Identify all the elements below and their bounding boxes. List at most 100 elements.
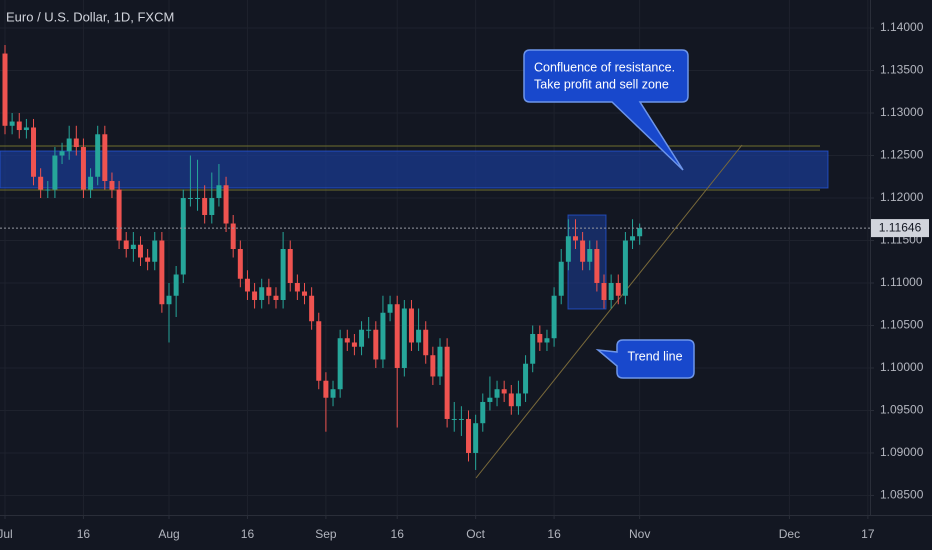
candle-body [337,338,343,390]
candle-body [123,240,129,250]
callout-text: Confluence of resistance. [534,60,675,74]
y-tick-label: 1.09500 [880,403,924,417]
candle-body [437,346,443,377]
y-tick-label: 1.11000 [880,275,923,289]
candle-body [630,236,636,241]
chart-title: Euro / U.S. Dollar, 1D, FXCM [6,9,174,24]
candle-body [423,329,429,356]
candle-body [237,249,243,279]
candle-body [558,261,564,296]
candle-body [145,257,151,262]
candle-body [52,155,58,190]
candle-body [565,236,571,262]
candle-body [2,53,8,126]
candle-body [302,291,307,296]
candle-body [244,278,250,292]
candle-body [580,240,586,262]
x-tick-label: 16 [547,527,561,541]
candle-body [9,121,15,126]
candle-body [444,346,450,419]
candle-body [130,244,136,250]
candle-body [351,342,357,347]
candle-body [202,198,208,216]
candle-body [501,389,507,394]
y-tick-label: 1.08500 [880,488,924,502]
candle-body [416,329,422,343]
candle-body [80,147,86,190]
candle-body [180,198,186,275]
x-tick-label: Nov [629,527,650,541]
callout [595,339,695,379]
candle-body [451,418,457,420]
candle-body [458,418,464,420]
candle-body [494,389,500,398]
candle-body [622,240,628,296]
x-tick-label: Dec [779,527,800,541]
candle-body [152,240,158,262]
y-tick-label: 1.13000 [880,105,924,119]
candle-body [266,287,272,296]
candle-body [515,393,521,407]
candle-body [273,295,279,300]
candle-body [137,244,143,258]
candle-body [309,295,315,322]
candle-body [66,138,72,152]
candle-body [594,249,600,283]
candle-body [173,274,179,296]
candle-body [523,363,529,394]
x-tick-label: 16 [77,527,91,541]
y-tick-label: 1.12000 [880,190,924,204]
candle-body [159,240,165,305]
y-tick-label: 1.14000 [880,20,924,34]
price-label-box [871,219,929,238]
candle-body [323,380,329,398]
candle-body [38,176,44,190]
candle-body [380,312,386,360]
candle-body [394,304,400,368]
candle-body [608,282,614,300]
x-tick-label: Jul [0,527,13,541]
grid-layer [0,0,870,515]
candle-body [95,134,101,177]
candle-body [430,355,436,377]
x-tick-label: Sep [315,527,337,541]
candle-body [480,401,486,424]
candle-body [487,397,493,402]
x-tick-label: Oct [466,527,485,541]
axis-layer: 1.140001.135001.130001.125001.120001.115… [0,20,924,541]
candle-body [16,121,22,131]
candle-body [102,134,108,182]
resistance-zone [0,150,829,189]
candle-body [316,321,322,381]
candle-body [615,282,621,296]
candle-body [216,185,222,199]
candle-body [287,249,293,283]
candle-body [294,282,300,292]
y-tick-label: 1.09000 [880,445,924,459]
candle-body [252,291,258,300]
candle-body [637,228,643,237]
candle-body [88,176,94,190]
candle-body [330,389,336,398]
y-tick-label: 1.12500 [880,148,924,162]
candle-body [73,138,79,148]
candle-body [473,423,479,453]
candle-body [572,236,578,241]
candle-body [259,287,265,300]
x-tick-label: 16 [241,527,255,541]
trend-line [475,144,743,479]
callout-text: Trend line [627,349,682,363]
candle-body [31,127,37,177]
callout [523,49,689,171]
x-tick-label: 16 [391,527,405,541]
y-tick-label: 1.13500 [880,63,924,77]
candle-body [551,295,557,339]
candle-body [166,295,172,305]
candle-body [466,418,472,453]
candle-body [116,189,122,241]
candle-body [223,185,229,224]
candle-body [537,333,543,343]
price-label: 1.11646 [879,220,922,234]
